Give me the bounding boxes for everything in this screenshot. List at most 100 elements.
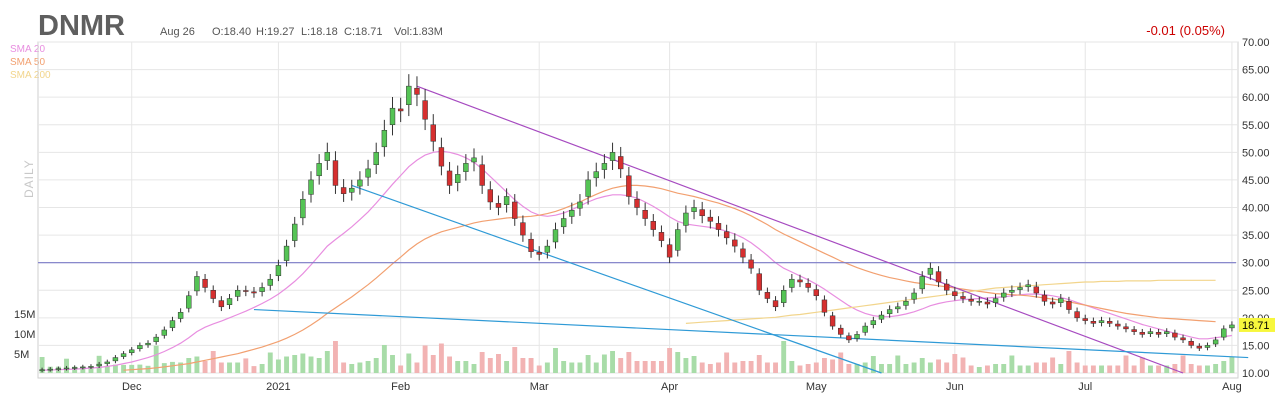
volume-bar	[748, 361, 754, 373]
candle-body	[177, 312, 184, 319]
volume-bar	[194, 356, 200, 373]
time-axis: Dec 2021 Feb Mar Apr May Jun Jul Aug	[122, 381, 1242, 393]
candle-body	[161, 329, 168, 336]
volume-bar	[813, 362, 819, 373]
candle-body	[1041, 294, 1048, 302]
volume-bar	[732, 362, 738, 373]
candle-body	[226, 298, 233, 305]
volume-bar	[1009, 355, 1015, 373]
candle-body	[968, 298, 974, 302]
volume-bar	[952, 354, 958, 373]
candle-body	[512, 201, 518, 219]
candle-body	[55, 368, 62, 370]
candle-body	[1058, 298, 1064, 303]
last-price-tag: 18.71	[1239, 317, 1275, 332]
time-tick-label: 2021	[266, 381, 290, 393]
volume-bar	[104, 365, 110, 373]
volume-bar	[1188, 364, 1194, 373]
candle-body	[1009, 290, 1015, 293]
trendline-resistance	[416, 85, 1184, 374]
volume-bar	[626, 352, 632, 373]
candle-body	[381, 130, 388, 148]
volume-bar	[569, 362, 575, 373]
volume-bar	[911, 362, 917, 373]
volume-bar	[333, 341, 338, 373]
price-tick-label: 40.00	[1242, 203, 1270, 215]
volume-axis: 5M 10M 15M	[14, 309, 35, 361]
volume-bar	[1205, 365, 1210, 373]
volume-bar	[153, 345, 159, 373]
volume-bar	[398, 365, 404, 373]
volume-bar	[243, 358, 249, 373]
candle-body	[104, 361, 110, 364]
volume-bar	[960, 357, 966, 373]
volume-bar	[699, 362, 705, 373]
volume-bar	[178, 362, 184, 373]
volume-bar	[235, 362, 241, 373]
volume-bar	[129, 364, 135, 373]
volume-bar	[601, 354, 607, 373]
candle-body	[1123, 326, 1129, 330]
candle-body	[886, 309, 893, 314]
volume-bar	[202, 361, 208, 373]
volume-bar	[821, 358, 827, 373]
volume-bar	[512, 347, 518, 373]
candle-body	[129, 349, 135, 353]
volume-bar	[121, 364, 127, 373]
candle-body	[210, 290, 216, 299]
candle-body	[463, 163, 469, 172]
candle-body	[927, 267, 934, 275]
volume-bar	[675, 352, 681, 373]
candle-body	[634, 198, 640, 208]
candle-body	[251, 291, 257, 294]
volume-bar	[1066, 351, 1072, 373]
time-tick-label: Dec	[122, 381, 142, 393]
candle-body	[821, 299, 828, 313]
volume-tick-label: 5M	[14, 349, 29, 361]
volume-bar	[1042, 362, 1047, 373]
volume-bar	[553, 348, 558, 373]
volume-bar	[1213, 364, 1219, 373]
legend-sma20: SMA 20	[10, 44, 45, 55]
volume-bar	[161, 363, 167, 373]
volume-bar	[716, 362, 721, 373]
candle-body	[764, 292, 771, 299]
candle-body	[397, 108, 404, 112]
volume-bar	[1229, 356, 1235, 373]
volume-bar	[373, 358, 379, 373]
candle-body	[365, 168, 371, 178]
candle-body	[789, 278, 795, 288]
volume-bar	[1099, 365, 1104, 373]
price-tick-label: 50.00	[1242, 147, 1270, 159]
candle-body	[414, 87, 420, 95]
candle-body	[96, 363, 102, 367]
candle-body	[1049, 301, 1056, 305]
candle-body	[1204, 345, 1211, 348]
candle-body	[797, 279, 803, 283]
volume-bar	[259, 364, 265, 373]
candle-body	[691, 207, 697, 212]
time-tick-label: Jul	[1078, 381, 1092, 393]
candle-body	[300, 198, 306, 219]
volume-bar	[903, 364, 909, 373]
candle-body	[169, 320, 176, 328]
volume-bar	[438, 343, 444, 373]
volume-bar	[1123, 355, 1129, 373]
volume-bar	[585, 355, 591, 373]
candle-body	[903, 301, 909, 306]
price-tick-label: 15.00	[1242, 340, 1270, 352]
volume-bar	[976, 367, 982, 373]
candle-body	[756, 273, 762, 291]
candle-body	[218, 300, 225, 308]
volume-bar	[1107, 365, 1113, 373]
volume-bar	[112, 364, 118, 373]
volume-bar	[1131, 365, 1137, 373]
ticker-symbol: DNMR	[38, 10, 125, 42]
candle-body	[243, 290, 249, 292]
volume-bar	[667, 348, 673, 373]
volume-bar	[707, 364, 713, 373]
volume-bar	[341, 362, 347, 373]
trendline-support-steep	[351, 184, 882, 374]
volume-bar	[218, 362, 224, 373]
candle-body	[626, 175, 632, 197]
